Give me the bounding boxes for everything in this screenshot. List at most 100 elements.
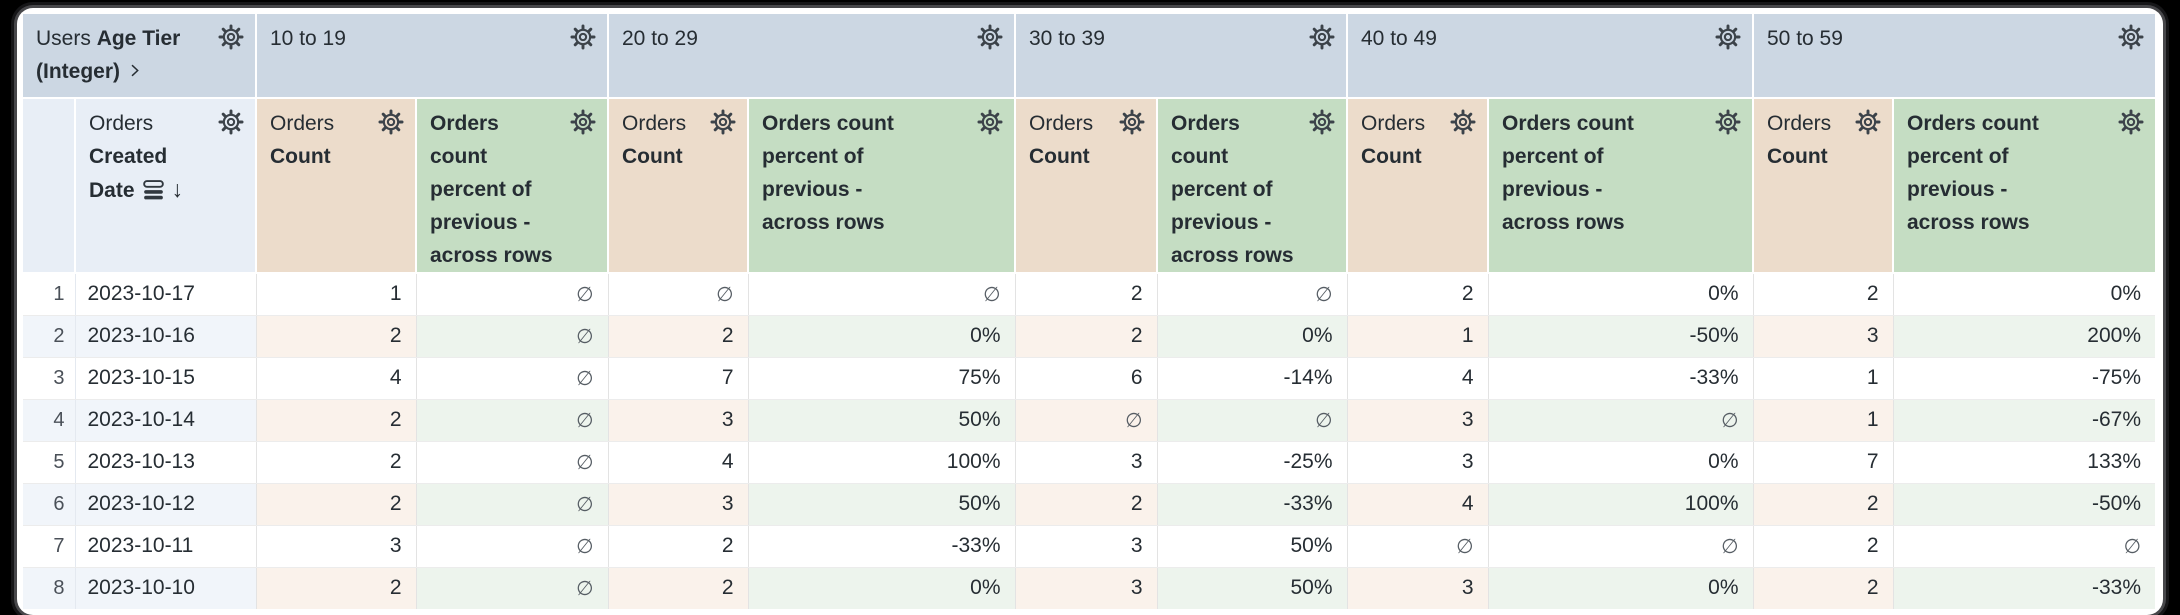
percent-cell[interactable]: 0% [1488,441,1754,484]
percent-cell[interactable]: 100% [748,441,1016,484]
settings-gear-icon[interactable] [378,109,404,135]
row-dimension-header[interactable]: Orders Created Date ↓ [75,98,257,274]
count-cell[interactable]: ∅ [1347,525,1489,568]
percent-cell[interactable]: ∅ [416,399,609,442]
date-cell[interactable]: 2023-10-11 [75,525,257,568]
count-cell[interactable]: 1 [256,273,417,316]
calc-header-percent-of-previous[interactable]: Orders count percent of previous - across r… [1488,98,1754,274]
count-cell[interactable]: 2 [1347,273,1489,316]
settings-gear-icon[interactable] [977,109,1003,135]
measure-header-orders-count[interactable]: Orders Count [608,98,749,274]
count-cell[interactable]: 7 [1753,441,1894,484]
count-cell[interactable]: ∅ [608,273,749,316]
settings-gear-icon[interactable] [1309,24,1335,50]
percent-cell[interactable]: -33% [1157,483,1348,526]
count-cell[interactable]: 2 [1753,483,1894,526]
count-cell[interactable]: 4 [256,357,417,400]
settings-gear-icon[interactable] [1450,109,1476,135]
date-cell[interactable]: 2023-10-12 [75,483,257,526]
count-cell[interactable]: 2 [256,483,417,526]
percent-cell[interactable]: 50% [748,399,1016,442]
count-cell[interactable]: 3 [1347,399,1489,442]
settings-gear-icon[interactable] [1119,109,1145,135]
count-cell[interactable]: ∅ [1015,399,1158,442]
count-cell[interactable]: 3 [608,399,749,442]
percent-cell[interactable]: 0% [1488,567,1754,609]
count-cell[interactable]: 3 [1347,441,1489,484]
settings-gear-icon[interactable] [977,24,1003,50]
percent-cell[interactable]: -50% [1893,483,2155,526]
pivot-value-header[interactable]: 50 to 59 [1753,14,2155,99]
percent-cell[interactable]: 0% [1488,273,1754,316]
count-cell[interactable]: 2 [1015,273,1158,316]
percent-cell[interactable]: 75% [748,357,1016,400]
settings-gear-icon[interactable] [1855,109,1881,135]
count-cell[interactable]: 7 [608,357,749,400]
settings-gear-icon[interactable] [2118,109,2144,135]
percent-cell[interactable]: ∅ [748,273,1016,316]
measure-header-orders-count[interactable]: Orders Count [1015,98,1158,274]
percent-cell[interactable]: 200% [1893,315,2155,358]
percent-cell[interactable]: ∅ [416,525,609,568]
percent-cell[interactable]: -75% [1893,357,2155,400]
percent-cell[interactable]: ∅ [416,273,609,316]
date-cell[interactable]: 2023-10-14 [75,399,257,442]
date-cell[interactable]: 2023-10-17 [75,273,257,316]
percent-cell[interactable]: 50% [748,483,1016,526]
percent-cell[interactable]: -25% [1157,441,1348,484]
count-cell[interactable]: 1 [1347,315,1489,358]
count-cell[interactable]: 2 [608,567,749,609]
count-cell[interactable]: 3 [608,483,749,526]
count-cell[interactable]: 6 [1015,357,1158,400]
settings-gear-icon[interactable] [2118,24,2144,50]
count-cell[interactable]: 2 [256,315,417,358]
percent-cell[interactable]: -50% [1488,315,1754,358]
percent-cell[interactable]: ∅ [1488,399,1754,442]
percent-cell[interactable]: -14% [1157,357,1348,400]
percent-cell[interactable]: ∅ [1157,399,1348,442]
count-cell[interactable]: 4 [608,441,749,484]
percent-cell[interactable]: 50% [1157,567,1348,609]
percent-cell[interactable]: ∅ [416,441,609,484]
settings-gear-icon[interactable] [218,24,244,50]
date-cell[interactable]: 2023-10-10 [75,567,257,609]
pivot-value-header[interactable]: 40 to 49 [1347,14,1754,99]
count-cell[interactable]: 2 [256,567,417,609]
count-cell[interactable]: 3 [1753,315,1894,358]
pivot-value-header[interactable]: 20 to 29 [608,14,1016,99]
count-cell[interactable]: 2 [1015,315,1158,358]
percent-cell[interactable]: ∅ [416,315,609,358]
count-cell[interactable]: 4 [1347,357,1489,400]
percent-cell[interactable]: 0% [748,315,1016,358]
count-cell[interactable]: 3 [1015,441,1158,484]
expand-chevron-icon[interactable] [126,62,143,79]
count-cell[interactable]: 1 [1753,399,1894,442]
count-cell[interactable]: 3 [1347,567,1489,609]
settings-gear-icon[interactable] [1309,109,1335,135]
percent-cell[interactable]: ∅ [1893,525,2155,568]
calc-header-percent-of-previous[interactable]: Orders count percent of previous - across r… [416,98,609,274]
settings-gear-icon[interactable] [710,109,736,135]
count-cell[interactable]: 2 [256,399,417,442]
count-cell[interactable]: 2 [1753,525,1894,568]
count-cell[interactable]: 4 [1347,483,1489,526]
count-cell[interactable]: 3 [1015,567,1158,609]
percent-cell[interactable]: 0% [748,567,1016,609]
count-cell[interactable]: 2 [1753,273,1894,316]
settings-gear-icon[interactable] [1715,109,1741,135]
count-cell[interactable]: 2 [1015,483,1158,526]
count-cell[interactable]: 2 [1753,567,1894,609]
percent-cell[interactable]: -33% [1893,567,2155,609]
count-cell[interactable]: 2 [608,525,749,568]
measure-header-orders-count[interactable]: Orders Count [1753,98,1894,274]
count-cell[interactable]: 2 [256,441,417,484]
pivot-value-header[interactable]: 10 to 19 [256,14,609,99]
percent-cell[interactable]: ∅ [1157,273,1348,316]
count-cell[interactable]: 3 [256,525,417,568]
settings-gear-icon[interactable] [570,24,596,50]
count-cell[interactable]: 1 [1753,357,1894,400]
percent-cell[interactable]: 50% [1157,525,1348,568]
percent-cell[interactable]: -67% [1893,399,2155,442]
percent-cell[interactable]: ∅ [416,567,609,609]
calc-header-percent-of-previous[interactable]: Orders count percent of previous - across r… [1893,98,2155,274]
